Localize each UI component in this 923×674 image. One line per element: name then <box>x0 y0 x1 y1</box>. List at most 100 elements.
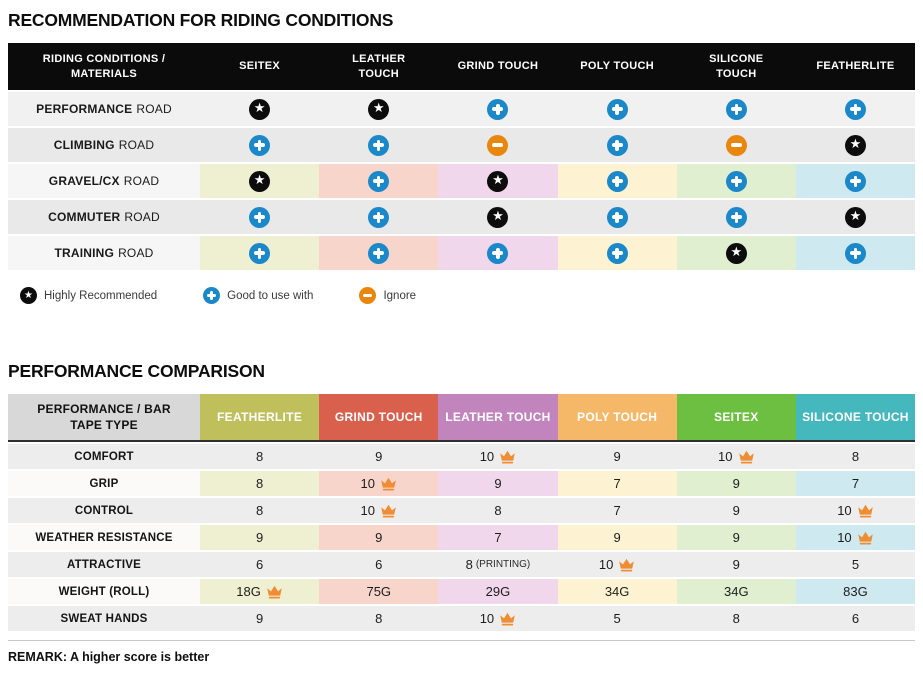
score-cell: 9 <box>676 552 796 577</box>
score-cell: 10 <box>795 525 916 550</box>
score-value: 10 <box>360 476 375 491</box>
plus-icon <box>844 170 866 192</box>
row-label: TRAINING ROAD <box>8 236 200 270</box>
score-value: 5 <box>613 611 621 626</box>
column-header-seitex: SEITEX <box>239 60 281 73</box>
recommendation-cell <box>438 236 558 270</box>
score-cell: 8 (PRINTING) <box>438 552 558 577</box>
column-header-silicone-touch: SILICONE TOUCH <box>709 52 764 80</box>
plus-icon <box>606 242 628 264</box>
score-value: 75G <box>366 584 392 599</box>
score-cell: 34G <box>676 579 796 604</box>
minus-icon <box>487 134 509 156</box>
crown-icon <box>499 450 516 464</box>
plus-icon <box>368 206 390 228</box>
recommendation-cell: ★ <box>795 128 916 162</box>
plus-bar-v <box>615 175 619 187</box>
legend-item-minus: Ignore <box>359 287 416 304</box>
score-value: 9 <box>732 530 740 545</box>
row-label: CONTROL <box>8 498 200 523</box>
score-cell: 5 <box>795 552 916 577</box>
recommendation-cell <box>200 236 320 270</box>
score-value: 6 <box>255 557 264 572</box>
plus-bar-v <box>615 139 619 151</box>
score-cell: 8 <box>319 606 439 631</box>
recommendation-cell <box>200 128 320 162</box>
score-cell: 9 <box>438 471 558 496</box>
score-cell: 9 <box>557 525 677 550</box>
plus-bar-v <box>377 247 381 259</box>
plus-icon <box>368 170 390 192</box>
score-cell: 9 <box>200 525 320 550</box>
riding-row-climbing: CLIMBING ROAD ★ <box>8 128 916 162</box>
plus-bar-v <box>257 139 262 151</box>
score-cell: 10 <box>557 552 677 577</box>
performance-comparison-title: PERFORMANCE COMPARISON <box>8 361 265 381</box>
plus-bar-v <box>853 247 858 259</box>
performance-row-sweat-hands: SWEAT HANDS 9 8 10 5 8 6 <box>8 606 916 631</box>
recommendation-cell <box>319 164 439 198</box>
score-value: 7 <box>494 530 502 545</box>
recommendation-cell <box>200 200 320 234</box>
score-cell: 6 <box>319 552 439 577</box>
plus-icon <box>844 242 866 264</box>
plus-bar-v <box>615 211 619 223</box>
crown-icon <box>857 504 874 518</box>
recommendation-cell <box>795 164 916 198</box>
riding-conditions-table: RIDING CONDITIONS / MATERIALS SEITEX LEATH… <box>8 43 916 270</box>
recommendation-cell <box>438 92 558 126</box>
recommendation-cell <box>438 128 558 162</box>
score-value: 6 <box>851 611 860 626</box>
recommendation-cell <box>557 128 677 162</box>
score-value: 10 <box>479 449 495 464</box>
plus-icon <box>606 206 628 228</box>
performance-row-control: CONTROL 8 10 8 7 9 10 <box>8 498 916 523</box>
score-value: 7 <box>851 476 860 491</box>
plus-bar-v <box>853 175 858 187</box>
row-label: COMFORT <box>8 444 200 469</box>
score-cell: 5 <box>557 606 677 631</box>
score-value: 8 <box>375 611 383 626</box>
recommendation-cell <box>557 164 677 198</box>
row-label: WEIGHT (ROLL) <box>8 579 200 604</box>
plus-bar-v <box>615 103 619 115</box>
score-cell: 75G <box>319 579 439 604</box>
legend-item-plus: Good to use with <box>203 287 313 304</box>
plus-icon <box>249 134 271 156</box>
score-cell: 9 <box>319 444 439 469</box>
star-icon: ★ <box>844 206 866 228</box>
score-cell: 10 <box>438 444 558 469</box>
score-value: 9 <box>255 530 264 545</box>
crown-icon <box>499 612 516 626</box>
row-label: SWEAT HANDS <box>8 606 200 631</box>
recommendation-cell: ★ <box>438 164 558 198</box>
row-label-bold: TRAINING <box>54 246 115 260</box>
crown-icon <box>738 450 755 464</box>
score-cell: 7 <box>557 471 677 496</box>
performance-row-comfort: COMFORT 8 9 10 9 10 8 <box>8 444 916 469</box>
row-label: CLIMBING ROAD <box>8 128 200 162</box>
score-cell: 83G <box>795 579 916 604</box>
score-value: 8 <box>851 449 860 464</box>
score-value: 9 <box>375 530 383 545</box>
row-label: PERFORMANCE ROAD <box>8 92 200 126</box>
row-label: WEATHER RESISTANCE <box>8 525 200 550</box>
plus-icon <box>487 242 509 264</box>
score-cell: 10 <box>319 471 439 496</box>
score-value: 9 <box>255 611 264 626</box>
performance-row-weather-resistance: WEATHER RESISTANCE 9 9 7 9 9 10 <box>8 525 916 550</box>
plus-bar-v <box>734 103 738 115</box>
star-icon: ★ <box>368 98 390 120</box>
recommendation-cell <box>319 128 439 162</box>
plus-bar-v <box>210 291 214 300</box>
recommendation-cell <box>795 236 916 270</box>
score-value: 7 <box>613 503 621 518</box>
score-value: 8 <box>255 476 264 491</box>
score-value: 8 <box>494 503 502 518</box>
score-cell: 34G <box>557 579 677 604</box>
star-icon: ★ <box>249 98 271 120</box>
legend-label: Good to use with <box>227 289 314 302</box>
performance-comparison-table: PERFORMANCE / BAR TAPE TYPE FEATHERLITE GR… <box>8 394 916 631</box>
column-header-grind-touch: GRIND TOUCH <box>319 394 439 440</box>
